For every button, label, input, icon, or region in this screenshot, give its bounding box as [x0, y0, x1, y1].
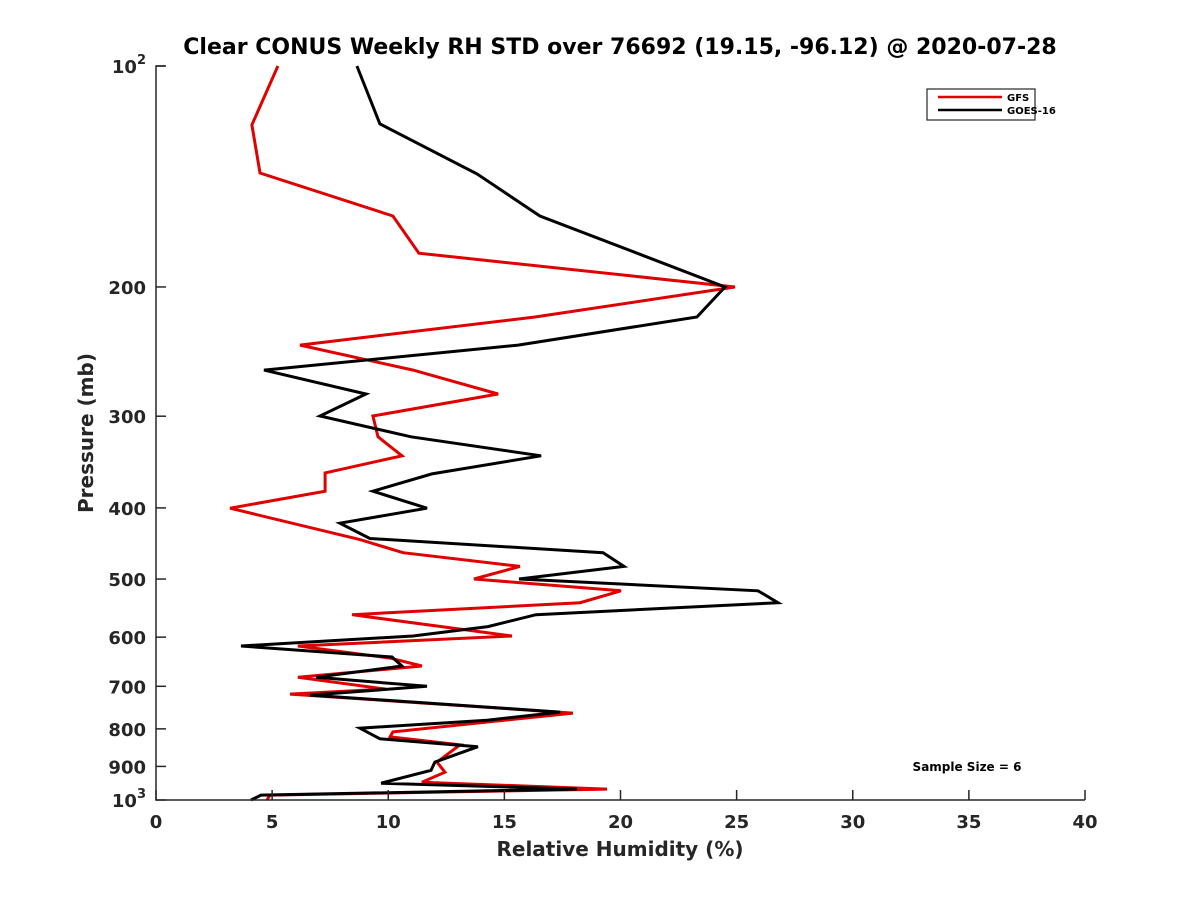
y-tick-label: 102 [112, 53, 146, 78]
series-layer [229, 65, 784, 802]
y-axis-ticks: 102 200 300 400 500 600 700 800 900 103 [108, 53, 166, 812]
x-tick-label: 25 [724, 812, 749, 833]
y-tick-label: 103 [112, 787, 146, 812]
x-tick-label: 5 [266, 812, 279, 833]
sample-size-annotation: Sample Size = 6 [913, 760, 1022, 774]
y-tick-label: 500 [108, 570, 146, 591]
axis-frame [155, 65, 1085, 801]
y-tick-label: 400 [108, 499, 146, 520]
y-tick-label: 700 [108, 677, 146, 698]
x-tick-label: 20 [608, 812, 633, 833]
legend-box [926, 88, 1036, 121]
y-tick-label: 300 [108, 407, 146, 428]
legend-label-gfs: GFS [1007, 93, 1029, 104]
x-tick-label: 0 [150, 812, 163, 833]
x-tick-label: 35 [956, 812, 981, 833]
y-tick-label: 200 [108, 278, 146, 299]
x-tick-label: 15 [492, 812, 517, 833]
y-tick-label: 600 [108, 628, 146, 649]
axes [155, 65, 1085, 801]
x-tick-label: 40 [1072, 812, 1097, 833]
y-axis-label: Pressure (mb) [74, 353, 98, 513]
y-tick-label: 900 [108, 757, 146, 778]
legend: GFS GOES-16 [926, 88, 1056, 121]
x-axis-ticks: 0 5 10 15 20 25 30 35 40 [150, 790, 1098, 833]
y-tick-label: 800 [108, 720, 146, 741]
x-axis-label: Relative Humidity (%) [496, 837, 743, 861]
x-tick-label: 30 [840, 812, 865, 833]
chart-title: Clear CONUS Weekly RH STD over 76692 (19… [183, 35, 1056, 60]
series-line-gfs [229, 65, 736, 801]
legend-label-goes16: GOES-16 [1007, 106, 1056, 117]
series-line-goes16 [240, 65, 784, 802]
x-tick-label: 10 [376, 812, 401, 833]
